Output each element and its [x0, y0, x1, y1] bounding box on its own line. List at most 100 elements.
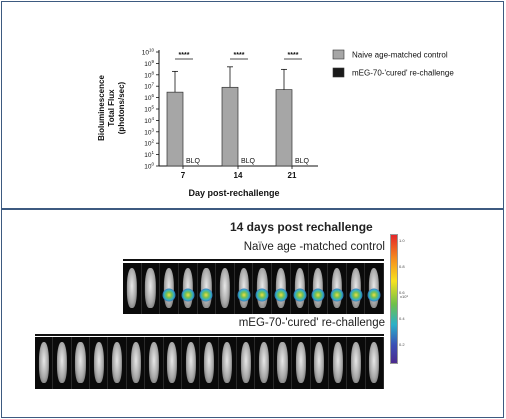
mouse-image-rechallenge	[35, 337, 54, 389]
legend-entry: mEG-70-'cured' re-challenge	[352, 69, 454, 78]
control-group-label: Naïve age -matched control	[243, 241, 385, 253]
y-axis-ticks: 100 101 102 103 104 105 106 107 108 109 1010	[142, 48, 159, 171]
blq-label: BLQ	[241, 158, 256, 165]
y-axis-label-line: Bioluminescence	[97, 75, 106, 141]
mouse-image-rechallenge	[237, 337, 256, 389]
bioluminescence-signal	[199, 288, 213, 302]
bar-naive	[166, 91, 184, 167]
mouse-silhouette	[350, 342, 361, 383]
mouse-image-control	[179, 263, 198, 314]
mouse-image-control	[291, 263, 310, 314]
rechallenge-group-rule	[35, 334, 384, 336]
mouse-image-rechallenge	[72, 337, 91, 389]
mouse-silhouette	[238, 268, 249, 308]
mouse-image-rechallenge	[145, 337, 164, 389]
mouse-image-control	[365, 263, 384, 314]
mouse-image-control	[309, 263, 329, 314]
bioluminescence-signal	[367, 288, 381, 302]
mouse-image-control	[142, 263, 161, 314]
x-axis-ticks: 7 14 21	[181, 166, 297, 180]
y-tick-label: 100	[144, 162, 154, 171]
bioluminescence-signal	[293, 288, 307, 302]
y-tick-label: 105	[144, 105, 154, 114]
mouse-silhouette	[185, 342, 196, 383]
mouse-silhouette	[38, 342, 49, 383]
bioluminescence-signal	[162, 288, 176, 302]
mouse-image-rechallenge	[127, 337, 146, 389]
legend-entry: Naive age-matched control	[352, 51, 448, 60]
mouse-silhouette	[275, 268, 287, 308]
y-axis-label-line: (photons/sec)	[117, 81, 126, 134]
y-tick-label: 108	[144, 70, 154, 79]
color-scale-tick-label: 0.2	[399, 342, 405, 347]
y-axis-label-line: Total Flux	[107, 89, 116, 127]
mouse-silhouette	[112, 342, 123, 383]
control-group-rule	[123, 259, 384, 261]
mouse-silhouette	[369, 268, 380, 308]
mouse-image-rechallenge	[329, 337, 348, 389]
y-tick-label: 101	[144, 150, 154, 159]
mouse-image-control	[272, 263, 291, 314]
y-tick-label: 103	[144, 127, 154, 136]
mouse-image-rechallenge	[53, 337, 72, 389]
mouse-silhouette	[295, 342, 306, 383]
mouse-silhouette	[350, 268, 361, 308]
y-tick-label: 106	[144, 93, 154, 102]
legend-swatch	[332, 67, 345, 78]
mouse-silhouette	[257, 268, 268, 308]
mouse-image-rechallenge	[255, 337, 274, 389]
mouse-silhouette	[277, 342, 288, 383]
mouse-image-rechallenge	[182, 337, 201, 389]
mouse-silhouette	[75, 342, 86, 383]
mouse-image-rechallenge	[366, 337, 384, 389]
x-axis-label: Day post-rechallenge	[188, 188, 279, 198]
mouse-silhouette	[182, 268, 193, 308]
mouse-silhouette	[314, 342, 325, 383]
mouse-silhouette	[145, 268, 156, 308]
mouse-image-control	[123, 263, 142, 314]
bar-naive	[275, 89, 293, 167]
mouse-image-control	[160, 263, 179, 314]
mouse-image-rechallenge	[274, 337, 293, 389]
mouse-image-rechallenge	[200, 337, 219, 389]
chart-legend: Naive age-matched control mEG-70-'cured' …	[332, 49, 454, 78]
mouse-silhouette	[294, 268, 305, 308]
bioluminescence-signal	[237, 288, 251, 302]
imaging-panel: 14 days post rechallenge Naïve age -matc…	[1, 209, 504, 418]
color-scale-tick-label: 0.6	[399, 290, 405, 295]
mouse-image-rechallenge	[219, 337, 238, 389]
mouse-silhouette	[219, 268, 231, 308]
y-tick-label: 104	[144, 116, 154, 125]
mouse-image-rechallenge	[347, 337, 366, 389]
bar-naive	[221, 86, 239, 167]
bioluminescence-signal	[181, 288, 195, 302]
control-mice-images	[123, 263, 384, 314]
chart-bars: BLQ **** BLQ **** BLQ ****	[166, 52, 310, 167]
y-tick-label: 1010	[142, 48, 155, 57]
color-scale-bar	[390, 234, 398, 364]
mouse-silhouette	[148, 342, 159, 383]
color-scale-unit: x10⁹	[400, 294, 409, 299]
color-scale-tick-label: 0.4	[399, 316, 405, 321]
bioluminescence-signal	[311, 288, 325, 302]
x-tick-label: 21	[288, 171, 297, 180]
mouse-silhouette	[240, 342, 251, 383]
mouse-image-control	[254, 263, 273, 314]
mouse-image-control	[347, 263, 366, 314]
bioluminescence-signal	[255, 288, 269, 302]
significance-label: ****	[179, 52, 190, 59]
chart-panel: Bioluminescence Total Flux (photons/sec) 1…	[1, 1, 504, 209]
mouse-silhouette	[126, 268, 137, 308]
mouse-image-control	[198, 263, 217, 314]
mouse-image-rechallenge	[90, 337, 109, 389]
x-tick-label: 14	[234, 171, 243, 180]
bioluminescence-signal	[274, 288, 288, 302]
mouse-image-control	[328, 263, 347, 314]
mouse-image-rechallenge	[292, 337, 311, 389]
mouse-silhouette	[369, 342, 380, 383]
mouse-image-rechallenge	[164, 337, 182, 389]
y-axis-label: Bioluminescence Total Flux (photons/sec)	[97, 75, 126, 141]
mouse-silhouette	[130, 342, 141, 383]
rechallenge-mice-images	[35, 337, 384, 389]
mouse-silhouette	[203, 342, 215, 383]
